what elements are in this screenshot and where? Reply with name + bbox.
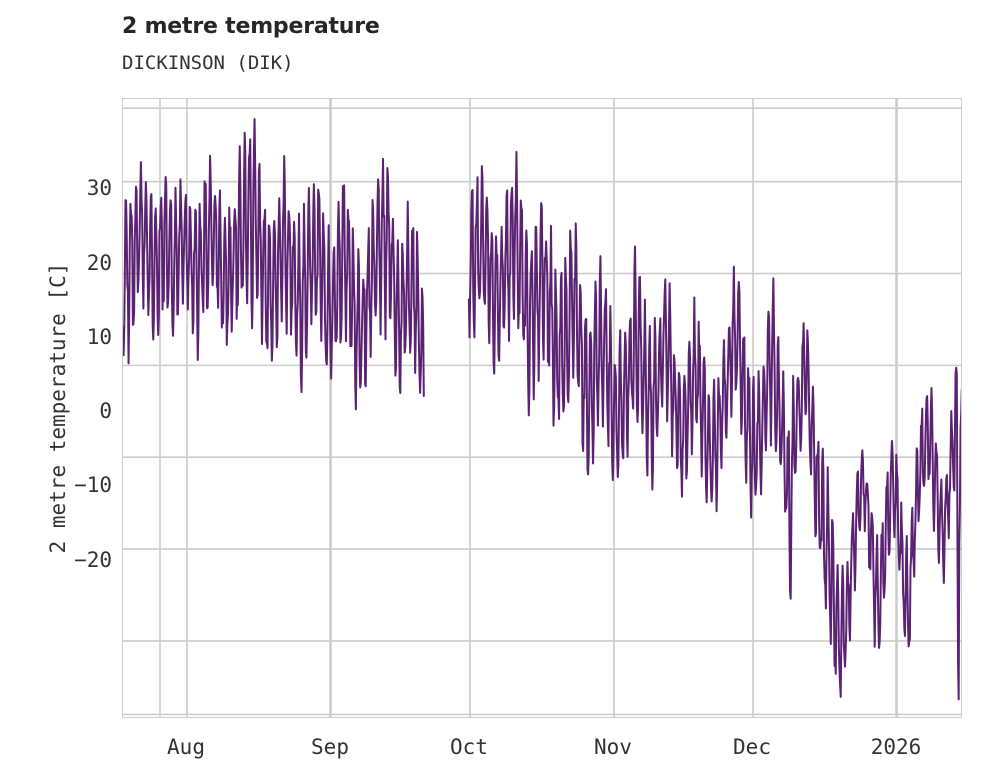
chart-subtitle: DICKINSON (DIK): [122, 52, 294, 74]
x-axis-ticks: Aug Sep Oct Nov Dec 2026: [122, 735, 962, 765]
x-tick-dec: Dec: [733, 735, 771, 759]
chart-title: 2 metre temperature: [122, 14, 380, 39]
y-tick-neg10: −10: [74, 473, 112, 497]
y-tick-0: 0: [99, 399, 112, 423]
x-tick-aug: Aug: [167, 735, 205, 759]
y-tick-10: 10: [86, 325, 112, 349]
x-tick-sep: Sep: [311, 735, 349, 759]
x-tick-2026: 2026: [870, 735, 922, 759]
y-tick-30: 30: [86, 176, 112, 200]
y-axis-ticks: 30 20 10 0 −10 −20: [0, 98, 112, 718]
y-tick-neg20: −20: [74, 548, 112, 572]
temperature-series-svg: [123, 99, 961, 717]
x-tick-nov: Nov: [594, 735, 632, 759]
plot-area: [122, 98, 962, 718]
y-tick-20: 20: [86, 251, 112, 275]
temperature-line: [123, 117, 961, 701]
x-tick-oct: Oct: [450, 735, 488, 759]
